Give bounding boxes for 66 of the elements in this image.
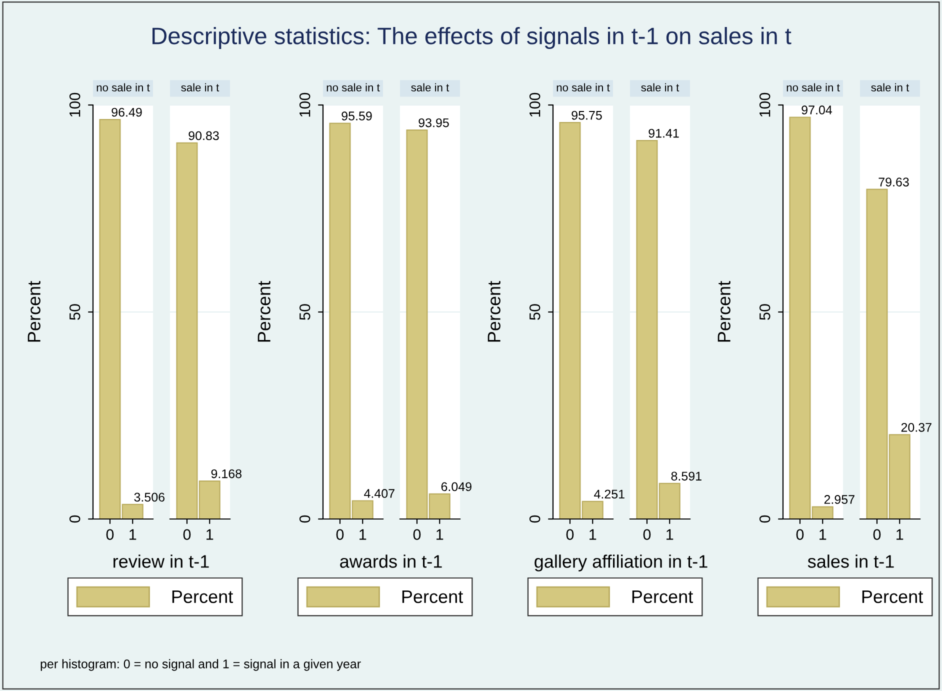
x-tick-label: 1 [436, 529, 444, 540]
data-label: 20.37 [901, 422, 932, 432]
y-axis-title: Percent [258, 281, 270, 342]
x-tick-label: 1 [130, 529, 136, 540]
text: Percent [402, 590, 464, 604]
chart-subtitle: no sale in t [326, 83, 380, 92]
x-tick-label: 1 [360, 529, 366, 540]
chart-subtitle: no sale in t [556, 83, 610, 92]
y-tick-label: 50 [759, 304, 770, 320]
data-label: 96.49 [112, 108, 142, 117]
x-tick-label: 0 [336, 529, 344, 540]
x-tick-label: 1 [666, 529, 674, 540]
text: Percent [862, 590, 924, 604]
data-label: 9.168 [211, 469, 242, 478]
x-tick-label: 0 [106, 529, 114, 540]
y-axis-title: Percent [488, 281, 500, 342]
data-label: 3.506 [134, 492, 164, 502]
y-axis-title: Percent [28, 281, 40, 342]
x-tick-label: 0 [566, 529, 574, 540]
x-axis-title: gallery affiliation in t-1 [534, 554, 708, 572]
chart-subtitle: sale in t [181, 83, 220, 92]
x-tick-label: 0 [643, 529, 651, 540]
data-label: 2.957 [824, 495, 854, 504]
data-label: 4.407 [364, 489, 394, 498]
chart-subtitle: sale in t [871, 83, 910, 92]
text: per histogram: 0 = no signal and 1 = signal in a given year [40, 659, 361, 671]
legend-label: Percent [172, 590, 234, 604]
chart-subtitle: no sale in t [786, 83, 840, 92]
chart-subtitle: sale in t [411, 83, 450, 92]
data-label: 4.251 [594, 490, 624, 499]
x-axis-title: awards in t-1 [340, 554, 442, 568]
data-label: 6.049 [441, 482, 472, 492]
text: Descriptive statistics: The effects of signals in t-1 on sales in t [152, 26, 792, 50]
x-tick-label: 1 [590, 529, 596, 540]
x-tick-label: 0 [413, 529, 421, 540]
data-label: 95.59 [342, 112, 372, 120]
chart-subtitle: sale in t [641, 83, 680, 92]
y-tick-label: 50 [299, 304, 310, 320]
x-axis-title: review in t-1 [114, 554, 209, 568]
x-tick-label: 1 [896, 529, 904, 540]
data-label: 79.63 [878, 178, 909, 186]
x-axis-title: sales in t-1 [808, 554, 894, 568]
data-label: 8.591 [671, 472, 702, 481]
y-tick-label: 100 [69, 92, 80, 117]
data-label: 91.41 [648, 128, 679, 138]
data-label: 97.04 [802, 106, 832, 114]
y-tick-label: 100 [759, 92, 770, 117]
x-tick-label: 0 [796, 529, 804, 540]
legend-label: Percent [632, 590, 694, 604]
y-tick-label: 0 [299, 515, 310, 523]
y-tick-label: 0 [69, 515, 80, 523]
y-tick-label: 0 [529, 515, 540, 523]
y-tick-label: 50 [529, 304, 540, 320]
chart-subtitle: no sale in t [96, 83, 150, 92]
y-axis-title: Percent [718, 281, 730, 342]
y-tick-label: 0 [759, 515, 770, 523]
y-tick-label: 100 [529, 92, 540, 117]
x-tick-label: 0 [183, 529, 191, 540]
data-label: 93.95 [418, 118, 449, 128]
x-tick-label: 1 [206, 529, 214, 540]
x-tick-label: 1 [820, 529, 826, 540]
data-label: 90.83 [188, 131, 219, 140]
x-tick-label: 0 [873, 529, 881, 540]
data-label: 95.75 [572, 110, 602, 120]
y-tick-label: 100 [299, 92, 310, 117]
y-tick-label: 50 [69, 304, 80, 320]
